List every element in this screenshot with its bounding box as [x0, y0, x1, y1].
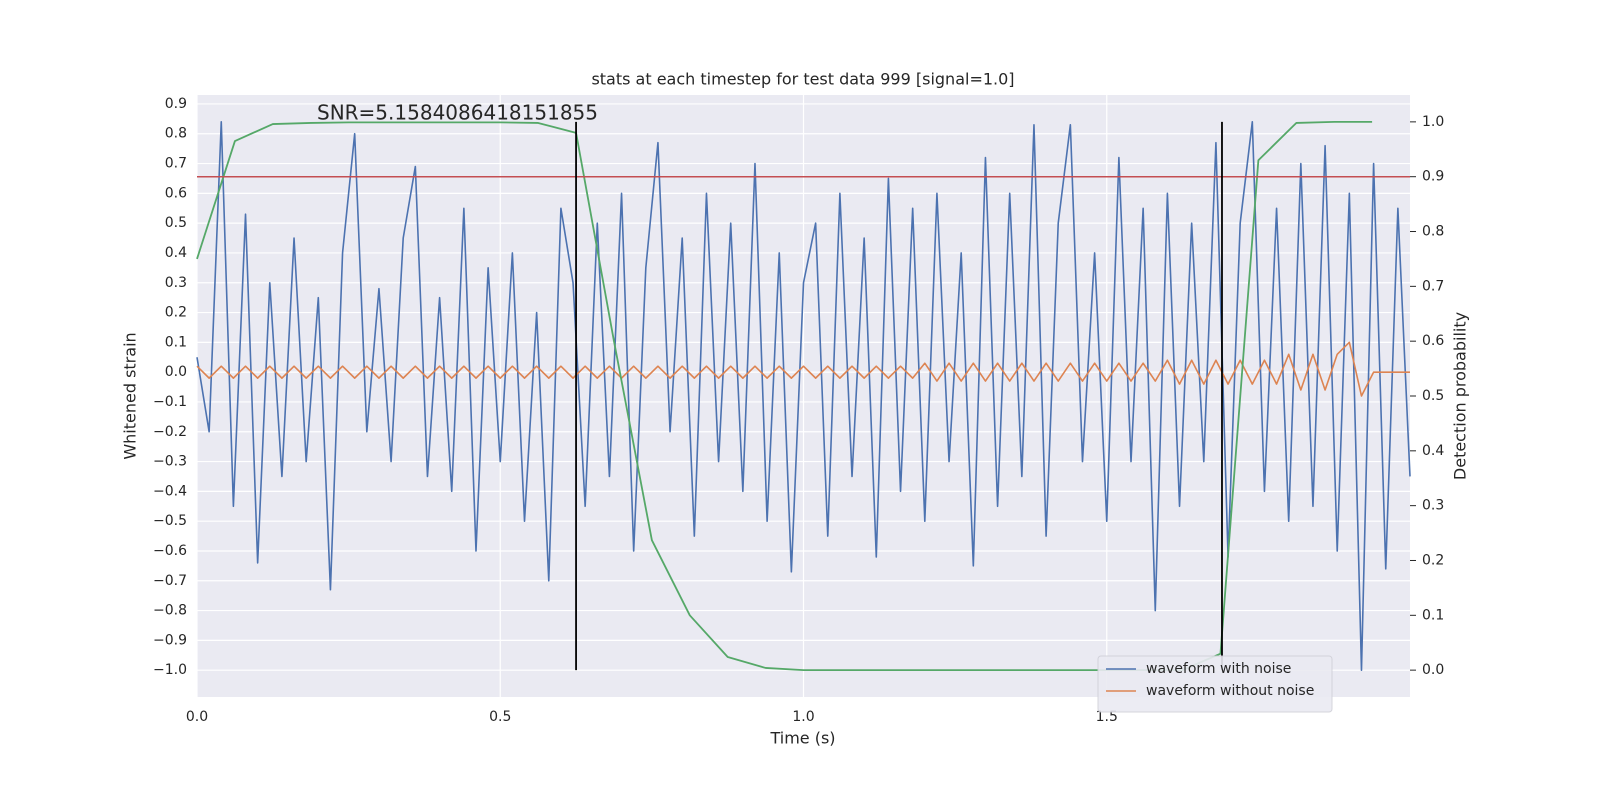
y-tick-label: −0.8 [153, 603, 187, 619]
y2-tick-label: 0.8 [1422, 224, 1444, 240]
y2-tick-label: 0.7 [1422, 278, 1444, 294]
x-tick-label: 1.5 [1096, 709, 1118, 725]
y-tick-label: 0.7 [165, 156, 187, 172]
y2-tick-label: 0.3 [1422, 498, 1444, 514]
y-tick-label: 0.9 [165, 96, 187, 112]
y-tick-label: −0.2 [153, 424, 187, 440]
y-tick-label: −0.6 [153, 543, 187, 559]
y2-tick-label: 0.6 [1422, 333, 1444, 349]
legend-label: waveform with noise [1146, 661, 1291, 677]
y-tick-label: 0.8 [165, 126, 187, 142]
y-tick-label: 0.0 [165, 364, 187, 380]
legend-label: waveform without noise [1146, 683, 1314, 699]
x-tick-label: 1.0 [792, 709, 814, 725]
y-tick-label: −0.3 [153, 454, 187, 470]
y-tick-label: 0.5 [165, 215, 187, 231]
y2-tick-label: 0.4 [1422, 443, 1444, 459]
y2-tick-label: 0.9 [1422, 169, 1444, 185]
y2-tick-label: 0.1 [1422, 607, 1444, 623]
y2-axis-label: Detection probability [1451, 312, 1470, 480]
y-tick-label: 0.6 [165, 185, 187, 201]
x-tick-label: 0.5 [489, 709, 511, 725]
series-line [196, 121, 1411, 671]
annotation: SNR=5.1584086418151855 [317, 101, 598, 125]
y-tick-label: −0.4 [153, 483, 187, 499]
x-tick-label: 0.0 [186, 709, 208, 725]
x-axis-label: Time (s) [769, 729, 835, 748]
y-tick-label: −0.7 [153, 573, 187, 589]
chart-title: stats at each timestep for test data 999… [591, 70, 1014, 89]
y2-tick-label: 1.0 [1422, 114, 1444, 130]
y-axis-label: Whitened strain [121, 332, 140, 459]
y-tick-label: 0.4 [165, 245, 187, 261]
y-tick-label: −0.1 [153, 394, 187, 410]
y-tick-label: 0.1 [165, 334, 187, 350]
y-tick-label: −0.9 [153, 632, 187, 648]
y-tick-label: −1.0 [153, 662, 187, 678]
y-tick-label: −0.5 [153, 513, 187, 529]
y2-tick-label: 0.2 [1422, 552, 1444, 568]
y-tick-label: 0.2 [165, 305, 187, 321]
y2-tick-label: 0.5 [1422, 388, 1444, 404]
series-line [196, 341, 1410, 397]
legend-box [1097, 655, 1333, 713]
y2-tick-label: 0.0 [1422, 662, 1444, 678]
y-tick-label: 0.3 [165, 275, 187, 291]
